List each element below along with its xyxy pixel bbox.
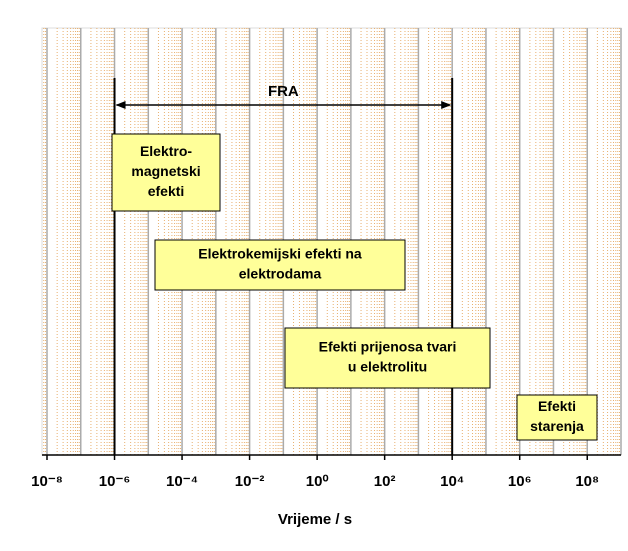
effect-box-text: Efekti <box>538 398 576 414</box>
effect-box <box>516 394 598 441</box>
arrow-head <box>115 101 126 109</box>
x-tick-label: 10⁸ <box>575 473 599 490</box>
effect-box-text: Elektro- <box>140 143 192 159</box>
effect-box-text: starenja <box>530 418 584 434</box>
range-label: FRA <box>268 83 299 100</box>
effect-box-text: Efekti prijenosa tvari <box>319 339 457 355</box>
x-tick-label: 10² <box>374 473 396 490</box>
x-tick-label: 10⁻⁶ <box>99 473 131 490</box>
effect-box <box>154 239 406 291</box>
effect-box-text: efekti <box>148 183 185 199</box>
x-axis-label: Vrijeme / s <box>278 511 352 528</box>
x-tick-label: 10⁻² <box>235 473 265 490</box>
effect-box-text: magnetski <box>131 163 200 179</box>
effect-box-text: u elektrolitu <box>348 359 427 375</box>
x-tick-label: 10⁻⁴ <box>166 473 198 490</box>
x-tick-label: 10⁻⁸ <box>31 473 63 490</box>
effect-box-text: Elektrokemijski efekti na <box>198 246 362 262</box>
arrow-head <box>441 101 452 109</box>
effect-box <box>284 327 491 389</box>
x-tick-label: 10⁰ <box>306 473 329 490</box>
marks: Elektro-magnetski efekti Elektrokemijski e… <box>111 78 598 455</box>
x-tick-label: 10⁶ <box>508 473 532 490</box>
effect-box-text: elektrodama <box>239 266 322 282</box>
x-tick-label: 10⁴ <box>440 473 464 490</box>
effect-box <box>111 133 221 212</box>
